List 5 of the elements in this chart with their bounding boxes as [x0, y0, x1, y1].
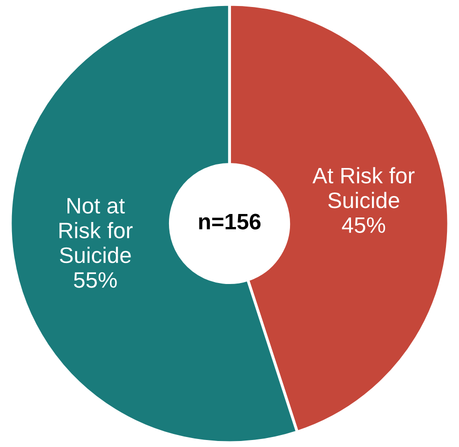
data-label: 45%: [342, 217, 386, 233]
slice-label: Not at Risk for Suicide: [59, 198, 133, 264]
text: n=156: [199, 214, 261, 230]
data-label: 55%: [74, 272, 117, 288]
slice-label: At Risk for Suicide: [312, 167, 415, 208]
